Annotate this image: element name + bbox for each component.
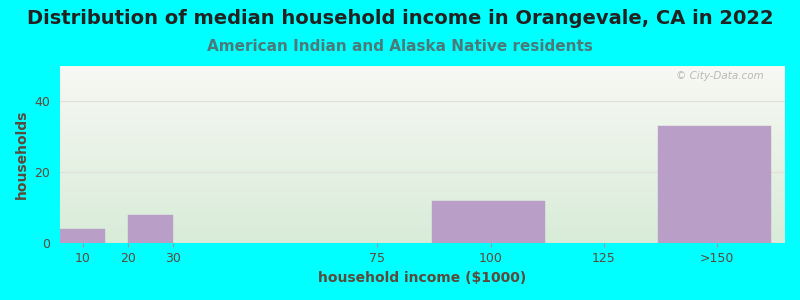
Bar [128,215,174,243]
Text: © City-Data.com: © City-Data.com [675,71,763,81]
X-axis label: household income ($1000): household income ($1000) [318,271,526,285]
Y-axis label: households: households [15,110,29,200]
Text: Distribution of median household income in Orangevale, CA in 2022: Distribution of median household income … [26,9,774,28]
Bar [432,201,545,243]
Bar [60,229,106,243]
Text: American Indian and Alaska Native residents: American Indian and Alaska Native reside… [207,39,593,54]
Bar [658,126,771,243]
